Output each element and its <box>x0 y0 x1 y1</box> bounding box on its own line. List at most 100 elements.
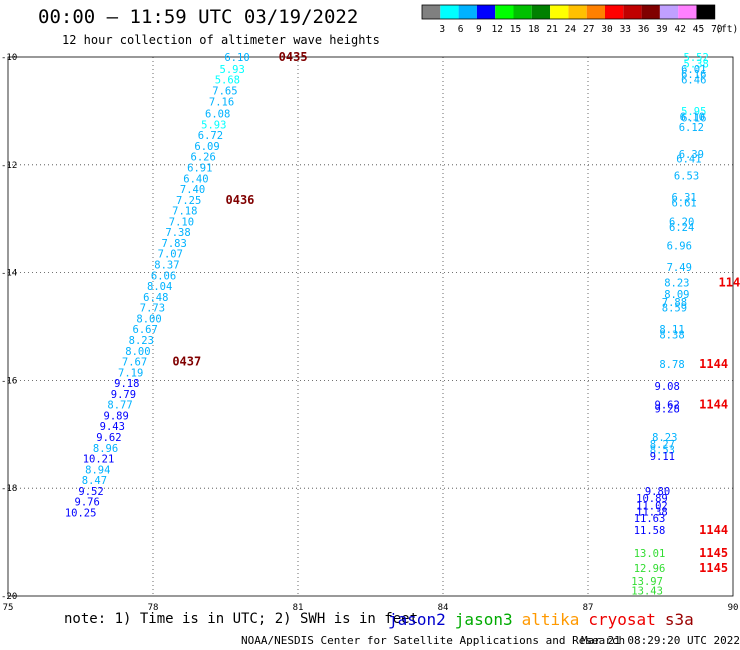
y-tick-label: -18 <box>1 484 17 494</box>
wave-height-label: 13.01 <box>634 548 666 560</box>
time-label: 1144 <box>699 523 728 537</box>
wave-height-label: 6.26 <box>191 152 216 164</box>
colorbar-swatch <box>696 5 715 19</box>
wave-height-label: 8.27 <box>650 439 675 451</box>
colorbar-swatch <box>678 5 697 19</box>
wave-height-label: 6.46 <box>681 75 706 87</box>
colorbar-label: 3 <box>439 24 445 35</box>
colorbar-swatch <box>458 5 477 19</box>
chart-title: 00:00 – 11:59 UTC 03/19/2022 <box>38 6 359 28</box>
wave-height-label: 7.16 <box>209 97 234 109</box>
x-tick-label: 81 <box>293 603 304 613</box>
wave-height-label: 8.00 <box>136 313 161 325</box>
wave-height-label: 9.79 <box>111 389 136 401</box>
wave-height-label: 9.11 <box>650 451 675 463</box>
colorbar-label: 24 <box>565 24 577 35</box>
wave-height-label: 6.48 <box>143 292 168 304</box>
wave-height-label: 10.89 <box>636 493 668 505</box>
wave-height-label: 10.25 <box>65 507 97 519</box>
wave-height-label: 8.37 <box>154 260 179 272</box>
time-label: 1145 <box>699 546 728 560</box>
wave-height-label: 11.58 <box>634 525 666 537</box>
colorbar-swatch <box>659 5 679 19</box>
colorbar-swatch <box>513 5 532 19</box>
colorbar-label: 42 <box>674 24 685 35</box>
legend-item-altika: altika <box>521 610 580 629</box>
time-label: 0437 <box>172 355 201 369</box>
time-label: 0435 <box>279 50 308 64</box>
wave-height-label: 6.96 <box>667 241 692 253</box>
colorbar-swatch <box>531 5 551 19</box>
wave-height-label: 8.59 <box>662 303 687 315</box>
wave-height-label: 7.83 <box>162 238 187 250</box>
legend-item-jason2: jason2 <box>388 610 446 629</box>
wave-height-label: 6.10 <box>680 111 705 123</box>
wave-height-label: 9.62 <box>96 432 121 444</box>
wave-height-label: 8.96 <box>93 443 118 455</box>
wave-height-label: 6.08 <box>205 109 230 121</box>
x-tick-label: 84 <box>438 603 449 613</box>
wave-height-label: 6.39 <box>679 149 704 161</box>
wave-height-label: 5.52 <box>684 52 709 64</box>
satellite-legend: jason2 jason3 altika cryosat s3a <box>388 610 703 629</box>
wave-height-label: 7.38 <box>165 227 190 239</box>
wave-height-label: 8.09 <box>664 289 689 301</box>
colorbar-label: 27 <box>583 24 594 35</box>
wave-height-label: 7.67 <box>122 357 147 369</box>
wave-height-label: 9.80 <box>645 486 670 498</box>
colorbar-swatch <box>586 5 605 19</box>
wave-height-label: 6.16 <box>681 112 706 124</box>
time-label: 1145 <box>699 561 728 575</box>
x-tick-label: 75 <box>3 603 14 613</box>
colorbar-swatch <box>495 5 514 19</box>
y-tick-label: -16 <box>1 376 17 386</box>
wave-height-label: 8.11 <box>659 324 684 336</box>
x-tick-label: 78 <box>148 603 159 613</box>
colorbar-label: 15 <box>510 24 521 35</box>
wave-height-label: 9.76 <box>75 497 100 509</box>
colorbar-swatch <box>641 5 660 19</box>
time-label: 1144 <box>699 357 728 371</box>
colorbar-label: 45 <box>693 24 704 35</box>
wave-height-label: 8.47 <box>82 475 107 487</box>
wave-height-label: 5.93 <box>220 64 245 76</box>
y-tick-label: -14 <box>1 269 17 279</box>
colorbar-label: 30 <box>601 24 613 35</box>
colorbar-label: 6 <box>458 24 464 35</box>
y-tick-label: -20 <box>1 592 17 602</box>
colorbar-frame <box>421 4 716 20</box>
time-label: 0436 <box>226 193 255 207</box>
wave-height-label: 7.19 <box>118 367 143 379</box>
wave-height-label: 6.67 <box>133 324 158 336</box>
wave-height-label: 6.40 <box>183 173 208 185</box>
colorbar-label: 9 <box>476 24 482 35</box>
wave-height-label: 8.23 <box>664 277 689 289</box>
wave-height-label: 6.09 <box>194 141 219 153</box>
wave-height-label: 9.08 <box>655 381 680 393</box>
wave-height-label: 9.89 <box>104 410 129 422</box>
colorbar-swatch <box>476 5 496 19</box>
wave-height-label: 7.40 <box>180 184 205 196</box>
wave-height-label: 7.18 <box>172 206 197 218</box>
wave-height-label: 8.77 <box>107 400 132 412</box>
colorbar-label: 12 <box>491 24 502 35</box>
x-tick-label: 87 <box>583 603 594 613</box>
colorbar-swatch <box>422 5 441 19</box>
plot-frame <box>7 56 734 597</box>
wave-height-label: 6.16 <box>681 69 706 81</box>
wave-height-label: 8.94 <box>85 464 110 476</box>
wave-height-label: 6.41 <box>676 153 701 165</box>
colorbar-label: 36 <box>638 24 650 35</box>
colorbar-swatch <box>440 5 459 19</box>
wave-height-label: 9.18 <box>114 378 139 390</box>
wave-height-label: 5.95 <box>681 106 706 118</box>
colorbar-swatch <box>605 5 624 19</box>
wave-height-label: 10.21 <box>83 454 115 466</box>
wave-height-label: 7.49 <box>667 262 692 274</box>
y-tick-label: -12 <box>1 161 17 171</box>
legend-item-s3a: s3a <box>664 610 694 629</box>
wave-height-label: 9.62 <box>655 400 680 412</box>
wave-height-label: 6.91 <box>187 162 212 174</box>
wave-height-label: 7.88 <box>662 297 687 309</box>
wave-height-label: 6.06 <box>151 270 176 282</box>
